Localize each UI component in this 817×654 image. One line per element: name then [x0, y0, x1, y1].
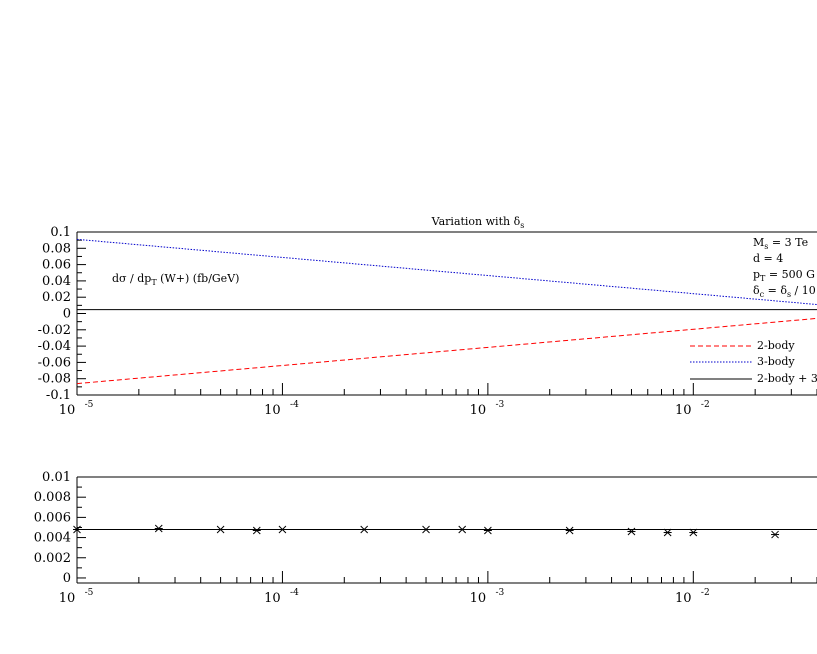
data-point [458, 525, 467, 534]
top-y-tick-label: 0.08 [42, 241, 71, 256]
series-line-2-body [76, 317, 817, 385]
bottom-x-tick-label: 10 [675, 591, 692, 606]
data-point [216, 525, 225, 534]
legend-label: 2-body + 3 [757, 372, 817, 385]
data-point [422, 525, 431, 534]
chart-title: Variation with δs [431, 215, 525, 230]
data-point [565, 526, 574, 535]
top-y-tick-label: -0.08 [38, 372, 71, 387]
top-y-tick-label: -0.1 [46, 388, 71, 403]
top-panel: Variation with δs dσ / dpT (W+) (fb/GeV)… [38, 215, 817, 418]
legend-label: 3-body [757, 355, 795, 368]
data-point [771, 530, 780, 539]
top-x-tick-label: 10 [470, 403, 487, 418]
data-point [627, 527, 636, 536]
top-x-tick-label: 10 [675, 403, 692, 418]
top-y-tick-label: 0.04 [42, 274, 71, 289]
bottom-y-tick-label: 0.004 [34, 531, 71, 546]
data-point [360, 525, 369, 534]
data-point [73, 525, 81, 534]
top-x-tick-exponent: -4 [290, 400, 299, 410]
data-point [483, 526, 492, 535]
bottom-y-tick-label: 0 [63, 571, 71, 586]
bottom-x-tick-exponent: -5 [85, 588, 94, 598]
parameter-label: δc = δs / 10 [753, 284, 816, 299]
top-x-tick-exponent: -2 [701, 400, 710, 410]
top-x-tick-label: 10 [59, 403, 76, 418]
parameter-label: pT = 500 G [753, 268, 815, 283]
parameter-label: Ms = 3 Te [753, 236, 808, 251]
bottom-y-tick-label: 0.01 [42, 470, 71, 485]
series-line-3-body [76, 238, 817, 306]
bottom-x-tick-label: 10 [59, 591, 76, 606]
bottom-y-tick-label: 0.002 [34, 551, 71, 566]
bottom-y-tick-label: 0.006 [34, 510, 71, 525]
bottom-x-tick-label: 10 [264, 591, 281, 606]
parameter-label: d = 4 [753, 252, 783, 265]
top-y-tick-label: 0.06 [42, 258, 71, 273]
legend-label: 2-body [757, 339, 795, 352]
top-x-tick-exponent: -5 [85, 400, 94, 410]
y-axis-annotation: dσ / dpT (W+) (fb/GeV) [112, 272, 239, 287]
bottom-x-tick-exponent: -2 [701, 588, 710, 598]
top-y-tick-label: -0.06 [38, 355, 71, 370]
top-y-tick-label: -0.04 [38, 339, 71, 354]
bottom-y-tick-label: 0.008 [34, 490, 71, 505]
top-y-tick-label: 0.02 [42, 290, 71, 305]
top-x-tick-label: 10 [264, 403, 281, 418]
bottom-x-tick-exponent: -3 [495, 588, 504, 598]
top-y-tick-label: -0.02 [38, 323, 71, 338]
data-point [689, 528, 698, 537]
bottom-x-tick-label: 10 [470, 591, 487, 606]
bottom-x-tick-exponent: -4 [290, 588, 299, 598]
top-y-tick-label: 0.1 [50, 225, 71, 240]
data-point [278, 525, 287, 534]
data-point [154, 524, 163, 533]
data-point [252, 526, 261, 535]
top-x-tick-exponent: -3 [495, 400, 504, 410]
top-y-tick-label: 0 [63, 307, 71, 322]
data-point [663, 528, 672, 537]
